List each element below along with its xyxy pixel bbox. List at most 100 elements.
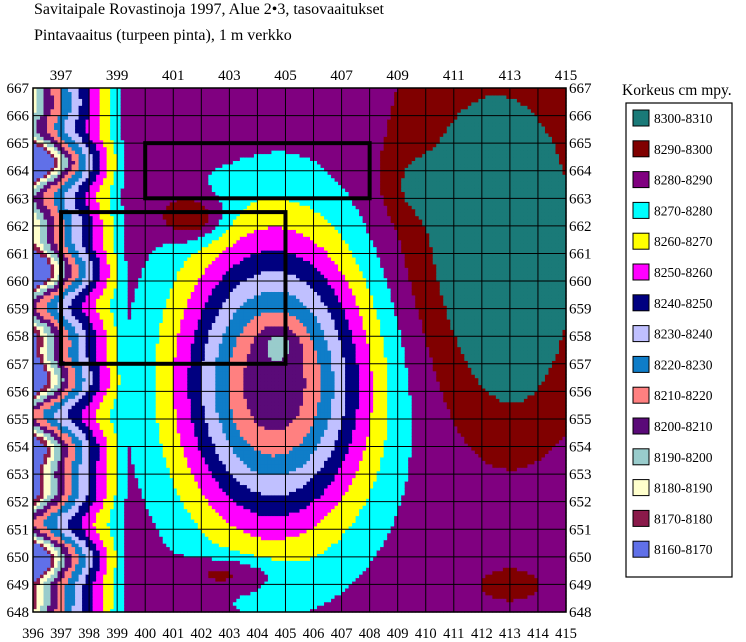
contour-cell <box>127 325 132 330</box>
contour-cell <box>33 591 38 596</box>
contour-cell <box>145 243 150 248</box>
contour-cell <box>50 484 55 489</box>
contour-cell <box>134 181 139 186</box>
contour-cell <box>78 205 83 210</box>
contour-cell <box>40 546 45 551</box>
contour-cell <box>113 160 118 165</box>
contour-cell <box>127 143 132 148</box>
contour-cell <box>75 580 80 586</box>
contour-cell <box>124 256 129 261</box>
contour-cell <box>131 215 136 220</box>
contour-cell <box>117 415 122 420</box>
contour-cell <box>40 101 45 106</box>
contour-cell <box>54 594 59 599</box>
contour-cell <box>110 580 115 586</box>
contour-cell <box>43 222 48 227</box>
contour-cell <box>141 322 146 327</box>
contour-cell <box>113 594 118 599</box>
contour-cell <box>43 525 48 530</box>
contour-cell <box>68 108 73 113</box>
contour-cell <box>127 484 132 489</box>
contour-cell <box>71 477 76 482</box>
contour-cell <box>82 367 87 372</box>
contour-cell <box>134 567 139 572</box>
contour-cell <box>124 601 129 606</box>
contour-cell <box>47 94 52 99</box>
contour-cell <box>71 108 76 113</box>
contour-cell <box>71 525 76 530</box>
contour-cell <box>82 467 87 472</box>
contour-cell <box>78 377 83 382</box>
contour-cell <box>85 294 90 299</box>
contour-cell <box>78 153 83 158</box>
contour-cell <box>68 532 73 537</box>
contour-cell <box>131 181 136 186</box>
contour-cell <box>50 170 55 175</box>
contour-cell <box>78 177 83 182</box>
contour-cell <box>71 236 76 241</box>
contour-cell <box>68 501 73 506</box>
contour-cell <box>103 98 108 103</box>
contour-cell <box>92 353 97 358</box>
contour-cell <box>134 139 139 144</box>
contour-cell <box>43 112 48 117</box>
contour-cell <box>82 543 87 548</box>
contour-cell <box>138 591 143 596</box>
contour-cell <box>110 356 115 361</box>
contour-cell <box>54 422 59 427</box>
contour-cell <box>85 381 90 386</box>
contour-cell <box>113 494 118 499</box>
contour-cell <box>64 150 69 155</box>
contour-cell <box>89 374 94 379</box>
contour-cell <box>134 446 139 451</box>
contour-cell <box>47 536 52 541</box>
contour-cell <box>113 301 118 306</box>
contour-cell <box>71 308 76 313</box>
contour-cell <box>78 219 83 224</box>
contour-cell <box>78 556 83 561</box>
contour-cell <box>138 108 143 113</box>
contour-cell <box>96 515 101 520</box>
contour-cell <box>40 336 45 341</box>
contour-cell <box>127 163 132 168</box>
contour-cell <box>71 587 76 592</box>
contour-cell <box>85 556 90 561</box>
contour-cell <box>113 487 118 492</box>
contour-cell <box>50 439 55 444</box>
contour-cell <box>68 549 73 554</box>
contour-cell <box>54 129 59 134</box>
contour-cell <box>110 270 115 275</box>
contour-cell <box>43 115 48 120</box>
contour-cell <box>78 405 83 410</box>
contour-cell <box>85 215 90 220</box>
contour-cell <box>141 267 146 272</box>
contour-cell <box>127 532 132 537</box>
contour-cell <box>120 222 125 227</box>
contour-cell <box>54 387 59 392</box>
contour-cell <box>113 470 118 475</box>
contour-cell <box>57 532 62 537</box>
contour-cell <box>75 253 80 258</box>
contour-cell <box>117 153 122 158</box>
contour-cell <box>75 536 80 541</box>
contour-cell <box>33 129 38 134</box>
contour-cell <box>110 281 115 286</box>
contour-cell <box>113 184 118 189</box>
contour-cell <box>113 225 118 230</box>
contour-cell <box>61 284 66 289</box>
contour-cell <box>103 439 108 444</box>
contour-cell <box>145 605 150 610</box>
contour-cell <box>99 187 104 193</box>
contour-cell <box>82 387 87 392</box>
contour-cell <box>106 456 111 461</box>
contour-cell <box>120 501 125 506</box>
contour-cell <box>141 429 146 434</box>
contour-cell <box>124 436 129 441</box>
contour-cell <box>89 556 94 561</box>
contour-cell <box>54 294 59 299</box>
contour-cell <box>61 232 66 237</box>
contour-cell <box>57 505 62 510</box>
contour-cell <box>103 274 108 279</box>
contour-cell <box>127 422 132 427</box>
contour-cell <box>117 501 122 506</box>
